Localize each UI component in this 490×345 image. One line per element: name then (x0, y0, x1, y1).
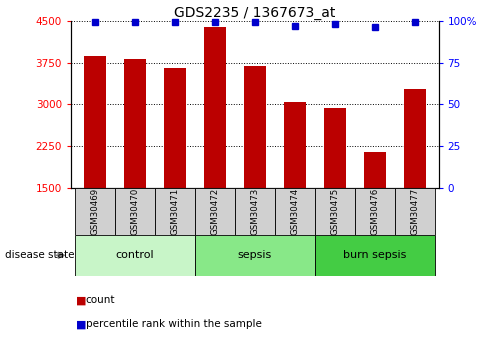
Text: disease state: disease state (5, 250, 74, 260)
Bar (284, 101, 306, 188)
Bar (164, 68, 186, 188)
Bar (195, 235, 315, 276)
Bar (275, 188, 315, 235)
Bar (315, 188, 355, 235)
Bar (75, 188, 115, 235)
Text: GSM30473: GSM30473 (250, 188, 259, 235)
Bar (355, 188, 394, 235)
Bar (84, 56, 106, 188)
Bar (204, 27, 226, 188)
Bar (155, 188, 195, 235)
Bar (394, 188, 435, 235)
Text: percentile rank within the sample: percentile rank within the sample (86, 319, 262, 329)
Bar (404, 89, 426, 188)
Bar (124, 59, 146, 188)
Text: sepsis: sepsis (238, 250, 272, 260)
Text: GSM30476: GSM30476 (370, 188, 379, 235)
Text: GSM30474: GSM30474 (290, 188, 299, 235)
Text: GSM30470: GSM30470 (130, 188, 140, 235)
Text: count: count (86, 295, 115, 305)
Bar (315, 235, 435, 276)
Bar (244, 67, 266, 188)
Text: control: control (116, 250, 154, 260)
Bar (235, 188, 275, 235)
Bar (324, 108, 345, 188)
Bar (75, 235, 195, 276)
Bar (364, 152, 386, 188)
Text: GSM30477: GSM30477 (410, 188, 419, 235)
Title: GDS2235 / 1367673_at: GDS2235 / 1367673_at (174, 6, 336, 20)
Text: ■: ■ (76, 319, 86, 329)
Text: GSM30471: GSM30471 (171, 188, 179, 235)
Text: GSM30472: GSM30472 (210, 188, 220, 235)
Text: GSM30475: GSM30475 (330, 188, 339, 235)
Bar (115, 188, 155, 235)
Text: burn sepsis: burn sepsis (343, 250, 406, 260)
Bar (195, 188, 235, 235)
Text: ■: ■ (76, 295, 86, 305)
Text: GSM30469: GSM30469 (91, 188, 99, 235)
